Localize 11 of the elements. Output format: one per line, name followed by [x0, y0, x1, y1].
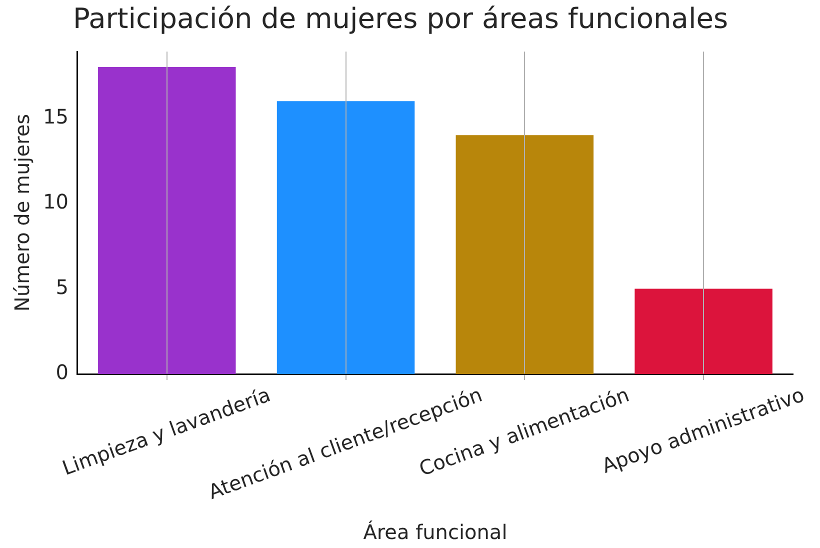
bar — [634, 288, 772, 374]
y-axis-title: Número de mujeres — [10, 114, 34, 312]
x-axis-title: Área funcional — [363, 520, 508, 544]
bar — [98, 66, 236, 374]
chart-title: Participación de mujeres por áreas funcionales — [72, 2, 728, 36]
bar — [456, 135, 594, 374]
y-tick-label: 0 — [56, 360, 68, 384]
y-tick-label: 10 — [42, 190, 68, 214]
y-tick-label: 15 — [42, 104, 68, 128]
y-tick-label: 5 — [56, 274, 68, 299]
bar — [276, 101, 415, 374]
